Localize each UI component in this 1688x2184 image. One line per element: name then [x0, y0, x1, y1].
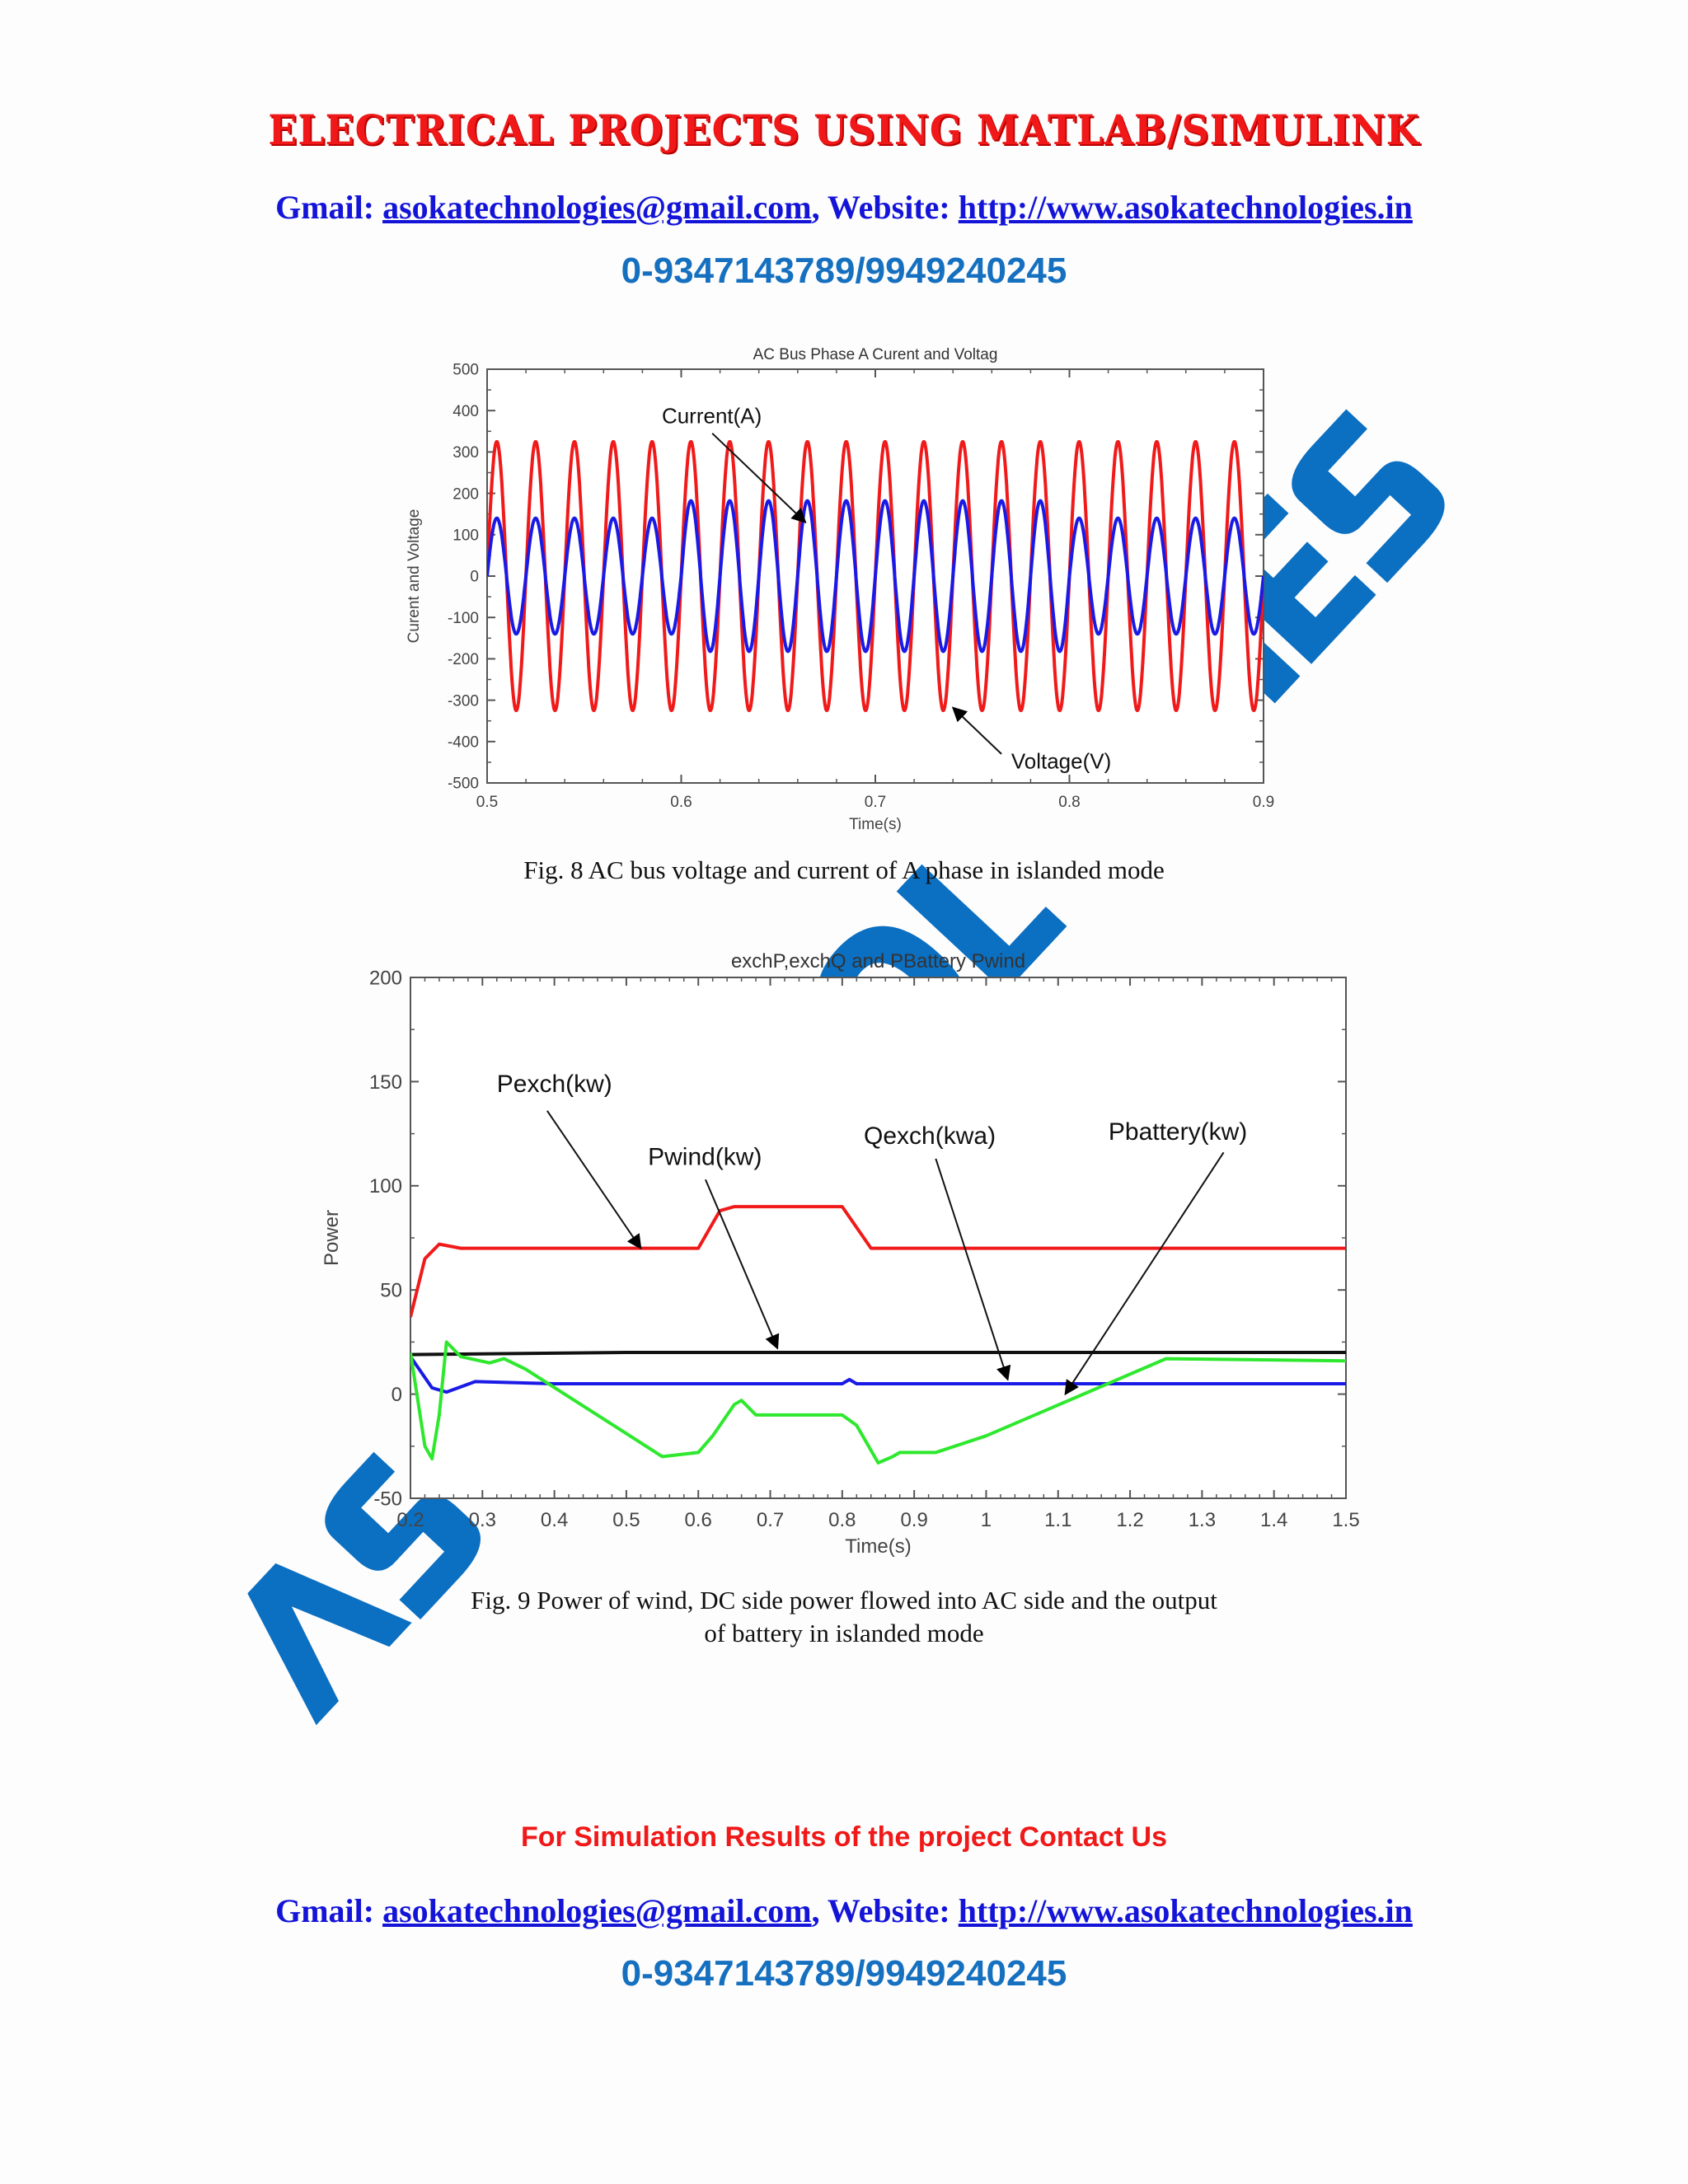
annotation-arrow: [1064, 1151, 1225, 1396]
x-tick-label: 0.9: [900, 1509, 927, 1531]
y-tick-label: -100: [448, 610, 479, 627]
annotation-label: Qexch(kwa): [864, 1122, 996, 1150]
x-tick-label: 0.9: [1253, 794, 1274, 811]
website-label: , Website:: [811, 1892, 959, 1929]
annotation-label: Pwind(kw): [648, 1144, 762, 1171]
series-line-pexch-kw: [410, 1205, 1346, 1318]
watermark-letter-shape: [247, 1563, 412, 1726]
x-tick-label: 0.7: [757, 1509, 784, 1531]
header-contact-line: Gmail: asokatechnologies@gmail.com, Webs…: [0, 188, 1688, 227]
series-line-qexch-kwa: [410, 1355, 1346, 1394]
annotation-arrow: [935, 1158, 1011, 1381]
annotation-arrow: [711, 433, 807, 523]
x-tick-label: 1.1: [1044, 1509, 1071, 1531]
x-tick-label: 1.5: [1332, 1509, 1359, 1531]
gmail-label: Gmail:: [275, 189, 383, 226]
x-tick-label: 0.4: [541, 1509, 568, 1531]
y-tick-label: 0: [392, 1384, 402, 1406]
y-tick-label: 200: [369, 967, 402, 989]
fig9-caption-line2: of battery in islanded mode: [704, 1619, 984, 1647]
y-tick-label: 100: [452, 527, 479, 544]
x-tick-label: 0.6: [685, 1509, 712, 1531]
x-axis-label: Time(s): [845, 1535, 911, 1558]
x-tick-label: 1.3: [1189, 1509, 1216, 1531]
x-tick-label: 0.2: [396, 1509, 424, 1531]
y-tick-label: 100: [369, 1175, 402, 1197]
plot-area: [410, 977, 1347, 1499]
watermark-letter-shape: [325, 1451, 481, 1619]
x-tick-label: 0.5: [476, 794, 498, 811]
chart-title: exchP,exchQ and PBattery Pwind: [731, 950, 1025, 972]
footer-phone: 0-9347143789/9949240245: [621, 1953, 1067, 1994]
annotation-arrow: [705, 1179, 780, 1350]
x-tick-label: 0.5: [612, 1509, 640, 1531]
y-tick-label: -500: [448, 776, 479, 793]
x-tick-label: 1: [981, 1509, 992, 1531]
y-tick-label: 50: [380, 1280, 402, 1302]
fig9-caption-line1: Fig. 9 Power of wind, DC side power flow…: [471, 1586, 1217, 1615]
x-tick-label: 0.8: [1058, 794, 1080, 811]
y-axis-label: Curent and Voltage: [406, 509, 423, 644]
annotation-label: Pbattery(kw): [1109, 1118, 1247, 1146]
y-tick-label: 150: [369, 1071, 402, 1094]
y-tick-label: 200: [452, 485, 479, 503]
x-tick-label: 0.6: [670, 794, 692, 811]
fig8-caption: Fig. 8 AC bus voltage and current of A p…: [523, 855, 1165, 884]
website-label: , Website:: [811, 189, 959, 226]
watermark-letter-shape: [896, 864, 1067, 993]
x-tick-label: 1.2: [1116, 1509, 1143, 1531]
x-tick-label: 0.3: [469, 1509, 496, 1531]
x-tick-label: 0.8: [828, 1509, 856, 1531]
header-phone: 0-9347143789/9949240245: [621, 251, 1067, 291]
x-tick-label: 1.4: [1260, 1509, 1287, 1531]
y-tick-label: -400: [448, 733, 479, 751]
series-line-pbattery-kw: [410, 1340, 1346, 1465]
x-axis-label: Time(s): [849, 816, 902, 833]
y-tick-label: -200: [448, 651, 479, 668]
chart-title: AC Bus Phase A Curent and Voltag: [753, 346, 998, 363]
annotation-label: Pexch(kw): [497, 1071, 612, 1098]
y-tick-label: 0: [470, 569, 479, 586]
y-axis-label: Power: [321, 1210, 343, 1266]
website-link[interactable]: http://www.asokatechnologies.in: [958, 189, 1413, 226]
annotation-arrow: [546, 1110, 642, 1250]
y-tick-label: -300: [448, 692, 479, 710]
website-link[interactable]: http://www.asokatechnologies.in: [958, 1892, 1413, 1929]
y-tick-label: 400: [452, 403, 479, 420]
series-line-current-a: [487, 499, 1264, 654]
footer-contact-line: Gmail: asokatechnologies@gmail.com, Webs…: [0, 1891, 1688, 1930]
y-tick-label: 300: [452, 444, 479, 462]
gmail-link[interactable]: asokatechnologies@gmail.com: [382, 189, 812, 226]
simulation-contact-note: For Simulation Results of the project Co…: [521, 1821, 1167, 1853]
fig9-chart: 0.2 0.3 0.4 0.5 0.6 0.7 0.8 0.9 1 1.1 1.2 1.3 1.4 1.5…: [321, 950, 1360, 1558]
gmail-link[interactable]: asokatechnologies@gmail.com: [382, 1892, 812, 1929]
annotation-label: Current(A): [662, 403, 762, 428]
watermark-letter-shape: [1292, 409, 1445, 583]
banner-title: ELECTRICAL PROJECTS USING MATLAB/SIMULIN…: [268, 105, 1420, 154]
annotation-arrow: [951, 706, 1002, 755]
y-tick-label: -50: [373, 1488, 402, 1510]
annotation-label: Voltage(V): [1011, 748, 1111, 773]
y-tick-label: 500: [452, 362, 479, 379]
x-tick-label: 0.7: [865, 794, 886, 811]
gmail-label: Gmail:: [275, 1892, 383, 1929]
series-line-pwind-kw: [410, 1351, 1346, 1357]
fig8-chart: 0.5 0.6 0.7 0.8 0.9 -500 -400 -300 -200 -100 0 100 2…: [406, 346, 1274, 833]
